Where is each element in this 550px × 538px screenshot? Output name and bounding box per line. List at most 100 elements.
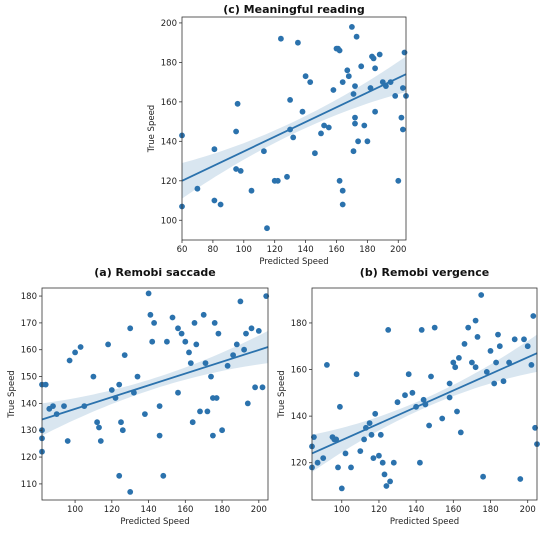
data-point (210, 395, 216, 401)
data-point (66, 357, 73, 364)
data-point (377, 431, 384, 438)
data-point (284, 173, 290, 180)
data-point (524, 343, 531, 350)
data-point (469, 359, 475, 366)
data-point (264, 225, 270, 232)
data-point (121, 352, 128, 358)
data-point (274, 177, 281, 184)
data-point (361, 436, 367, 443)
data-point (493, 359, 499, 366)
y-tick-label: 140 (161, 137, 177, 147)
data-point (339, 201, 346, 208)
data-point (376, 51, 383, 58)
data-point (495, 331, 501, 338)
data-point (350, 148, 357, 155)
data-point (189, 419, 196, 426)
data-point (336, 177, 343, 184)
x-tick-label: 140 (297, 245, 313, 255)
data-point (400, 126, 406, 133)
data-point (149, 338, 156, 345)
x-tick-label: 100 (236, 245, 252, 255)
data-point (77, 344, 84, 350)
regression-line (311, 352, 538, 455)
y-tick-label: 160 (21, 346, 37, 356)
data-point (472, 364, 479, 371)
data-point (361, 122, 368, 129)
y-tick-label: 160 (291, 366, 307, 376)
data-point (398, 114, 405, 121)
x-tick-label: 100 (334, 505, 350, 515)
data-point (119, 427, 126, 434)
data-point (96, 424, 102, 431)
data-point (116, 381, 123, 388)
data-point (208, 373, 214, 380)
plot-frame (41, 287, 269, 501)
data-point (352, 114, 358, 121)
x-axis-label: Predicted Speed (259, 257, 328, 267)
data-point (521, 336, 527, 343)
y-tick-label: 140 (291, 412, 307, 422)
data-point (372, 410, 379, 417)
chart-panel-c: (c) Meaningful reading 60 80 100 120 140 160 18… (147, 3, 409, 267)
data-point (370, 55, 377, 62)
data-point (517, 476, 524, 482)
x-tick-label: 80 (207, 245, 218, 255)
y-tick-label: 100 (161, 216, 177, 226)
data-point (339, 187, 346, 194)
data-point (402, 392, 408, 399)
data-point (439, 415, 446, 422)
data-point (175, 389, 181, 396)
data-point (395, 177, 402, 184)
data-point (385, 327, 392, 333)
data-point (241, 346, 248, 353)
data-point (390, 459, 397, 466)
chart-title: (a) Remobi saccade (94, 266, 216, 279)
data-point (314, 459, 321, 466)
data-point (394, 399, 401, 406)
data-point (511, 336, 518, 343)
data-point (461, 341, 468, 347)
x-tick-label: 140 (408, 505, 424, 515)
data-point (357, 448, 364, 454)
data-point (483, 369, 490, 375)
data-point (134, 373, 141, 380)
data-point (368, 431, 375, 438)
data-point (248, 187, 255, 194)
data-point (333, 436, 340, 443)
data-point (151, 320, 158, 326)
chart-title: (b) Remobi vergence (360, 266, 489, 279)
data-point (127, 489, 134, 495)
data-point (156, 432, 163, 439)
data-point (259, 384, 266, 391)
x-tick-label: 160 (177, 505, 193, 515)
data-point (290, 134, 297, 141)
data-point (387, 478, 393, 485)
data-point (372, 108, 378, 115)
data-point (182, 338, 189, 345)
data-point (338, 485, 345, 492)
data-point (472, 317, 479, 324)
data-point (224, 362, 231, 369)
data-point (465, 324, 472, 331)
data-point (383, 483, 390, 489)
data-point (358, 63, 365, 70)
data-point (142, 411, 148, 417)
data-point (302, 73, 309, 80)
data-point (318, 130, 324, 137)
data-point (353, 33, 360, 40)
data-point (321, 122, 327, 129)
data-point (204, 408, 211, 415)
data-point (379, 459, 386, 466)
y-tick-label: 150 (21, 373, 37, 383)
data-point (97, 438, 104, 444)
x-tick-label: 180 (482, 505, 498, 515)
data-point (405, 371, 412, 378)
data-point (191, 320, 198, 326)
data-point (118, 419, 124, 426)
data-point (105, 341, 111, 348)
data-point (420, 396, 427, 403)
data-point (307, 79, 314, 85)
data-point (147, 311, 154, 318)
data-point (169, 314, 176, 321)
